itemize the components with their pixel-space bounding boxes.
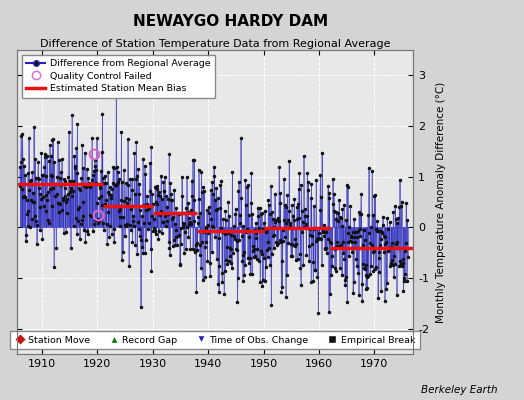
Title: Difference of Station Temperature Data from Regional Average: Difference of Station Temperature Data f… xyxy=(40,39,390,49)
Text: NEWAYGO HARDY DAM: NEWAYGO HARDY DAM xyxy=(133,14,328,29)
Y-axis label: Monthly Temperature Anomaly Difference (°C): Monthly Temperature Anomaly Difference (… xyxy=(436,81,446,322)
Text: Berkeley Earth: Berkeley Earth xyxy=(421,385,498,395)
Legend: Station Move, Record Gap, Time of Obs. Change, Empirical Break: Station Move, Record Gap, Time of Obs. C… xyxy=(10,331,420,350)
